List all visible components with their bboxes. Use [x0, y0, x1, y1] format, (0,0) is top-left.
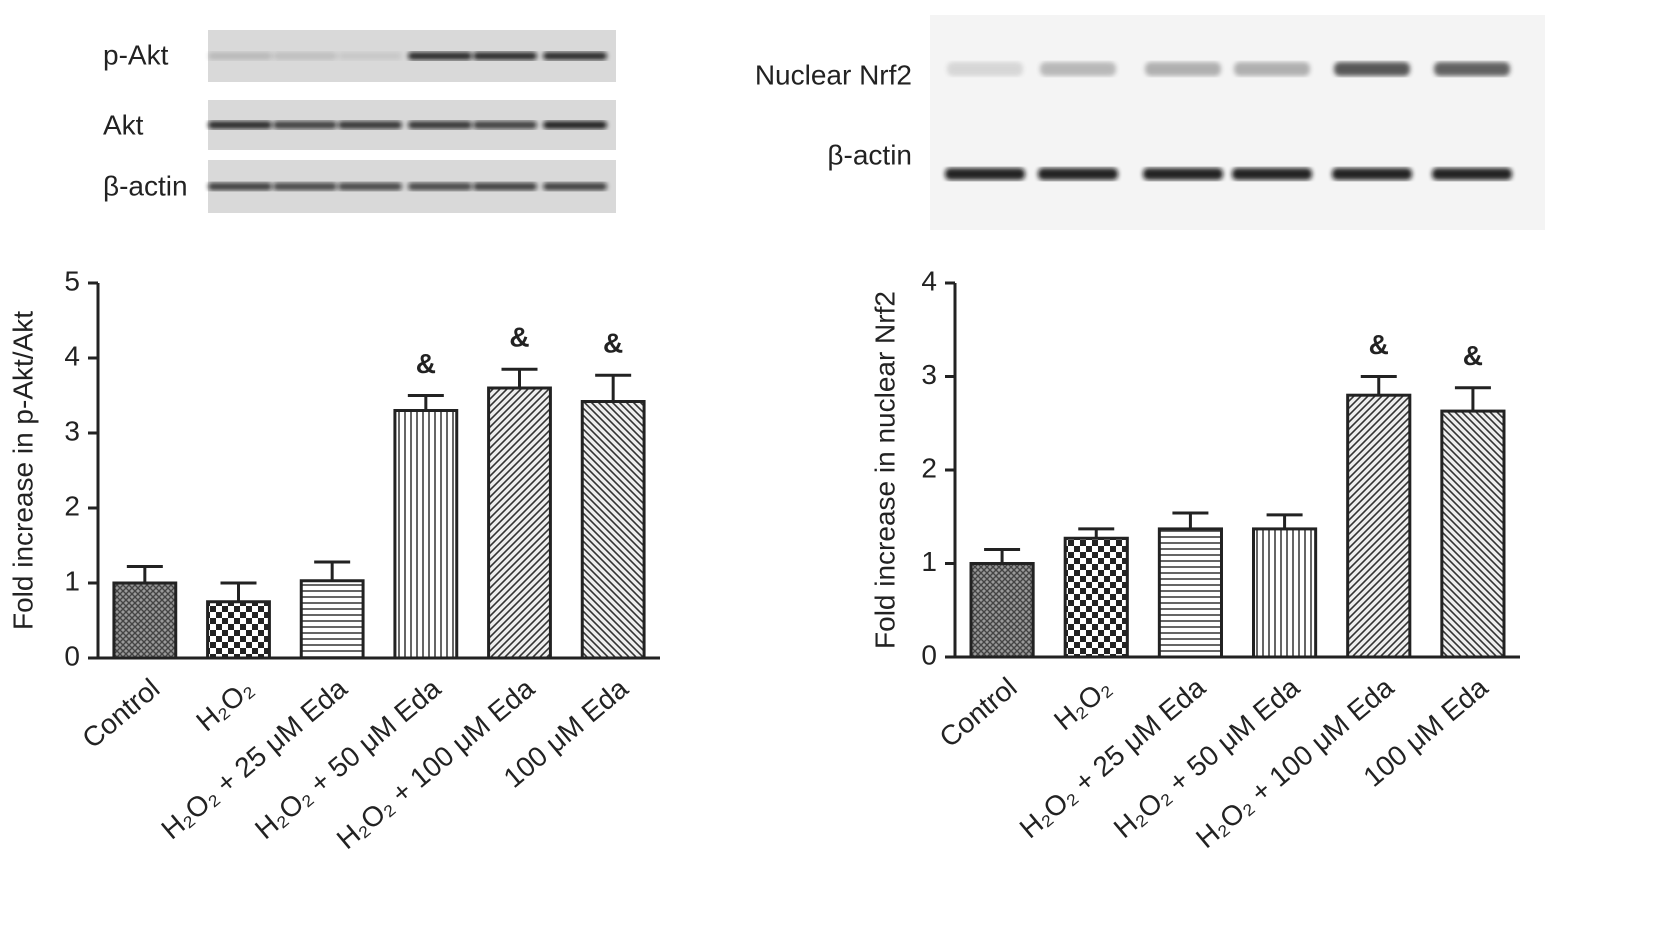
- bar: [112, 581, 178, 660]
- blot-band: [543, 182, 607, 191]
- bar: [1440, 409, 1506, 659]
- blot-band: [338, 182, 402, 191]
- blot-band: [1145, 62, 1221, 76]
- y-tick-label: 4: [921, 265, 937, 296]
- x-tick-label: H₂O₂: [190, 673, 259, 738]
- blot-band: [273, 182, 337, 191]
- blot-band: [1040, 62, 1116, 76]
- x-tick-label: H₂O₂: [1048, 672, 1117, 737]
- y-tick-label: 5: [64, 265, 80, 296]
- bar: [1063, 536, 1129, 659]
- blot-band: [947, 62, 1023, 76]
- blot-band: [408, 52, 472, 60]
- bar: [1252, 527, 1318, 659]
- blot-band: [1234, 62, 1310, 76]
- blot-band: [473, 121, 537, 129]
- significance-mark: &: [1463, 340, 1483, 371]
- significance-mark: &: [509, 322, 529, 353]
- y-tick-label: 3: [64, 415, 80, 446]
- bar: [299, 579, 365, 660]
- blot-band: [543, 121, 607, 129]
- blot-band: [338, 121, 402, 129]
- blot-band: [338, 52, 402, 60]
- y-tick-label: 0: [921, 639, 937, 670]
- blot-band: [1334, 62, 1410, 76]
- bar: [580, 400, 646, 660]
- bar: [1157, 527, 1223, 659]
- blot-label: Akt: [103, 109, 144, 140]
- y-tick-label: 0: [64, 640, 80, 671]
- blot-band: [1432, 168, 1512, 180]
- blot-band: [1232, 168, 1312, 180]
- bar: [393, 409, 459, 660]
- blot-band: [273, 121, 337, 129]
- x-tick-label: Control: [934, 672, 1023, 754]
- blot-label: β-actin: [827, 139, 912, 170]
- blot-band: [208, 182, 272, 191]
- blot-band: [1434, 62, 1510, 76]
- blot-band: [1038, 168, 1118, 180]
- blot-band: [208, 121, 272, 129]
- western-blots: [208, 15, 1545, 230]
- significance-mark: &: [603, 328, 623, 359]
- blot-band: [208, 52, 272, 60]
- blot-strip: [930, 15, 1545, 230]
- significance-mark: &: [416, 348, 436, 379]
- blot-band: [1332, 168, 1412, 180]
- blot-band: [408, 182, 472, 191]
- y-tick-label: 1: [64, 565, 80, 596]
- y-tick-label: 1: [921, 546, 937, 577]
- blot-band: [273, 52, 337, 60]
- blot-band: [543, 52, 607, 60]
- bar: [969, 562, 1035, 659]
- y-tick-label: 3: [921, 359, 937, 390]
- y-tick-label: 4: [64, 340, 80, 371]
- y-tick-label: 2: [64, 490, 80, 521]
- y-tick-label: 2: [921, 452, 937, 483]
- significance-mark: &: [1369, 329, 1389, 360]
- bar: [1346, 393, 1412, 659]
- blot-label: p-Akt: [103, 39, 169, 70]
- y-axis-label: Fold increase in p-Akt/Akt: [7, 311, 38, 630]
- blot-band: [1143, 168, 1223, 180]
- blot-band: [473, 182, 537, 191]
- blot-band: [408, 121, 472, 129]
- bar: [487, 386, 552, 660]
- blot-label: Nuclear Nrf2: [755, 59, 912, 90]
- blot-band: [473, 52, 537, 60]
- blot-band: [945, 168, 1025, 180]
- bar: [206, 600, 271, 660]
- blot-label: β-actin: [103, 170, 188, 201]
- y-axis-label: Fold increase in nuclear Nrf2: [869, 291, 900, 649]
- x-tick-label: Control: [76, 673, 165, 755]
